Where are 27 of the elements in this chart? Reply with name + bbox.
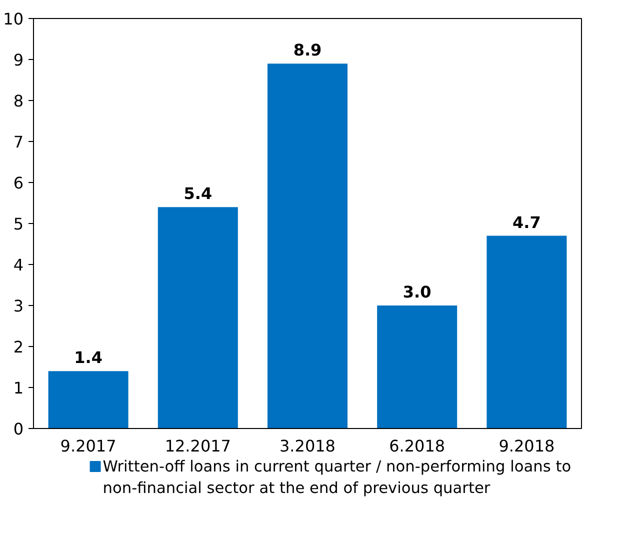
bar — [158, 207, 238, 428]
text: 5.4 — [184, 184, 212, 204]
bar — [486, 236, 567, 428]
y-tick-label: 10 — [3, 10, 24, 28]
text: 1.4 — [74, 348, 102, 368]
text: 8.9 — [293, 40, 322, 60]
bar — [267, 64, 348, 428]
y-tick-label: 5 — [13, 214, 24, 234]
bar — [48, 371, 128, 428]
y-tick-label: 9 — [13, 50, 24, 70]
x-tick-label: 6.2018 — [389, 436, 446, 456]
y-tick-label: 3 — [13, 296, 24, 316]
x-tick-label: 9.2017 — [60, 436, 116, 456]
y-tick-label: 6 — [13, 174, 24, 192]
x-tick-label: 3.2018 — [280, 436, 336, 456]
y-tick-label: 2 — [13, 338, 24, 356]
y-tick-label: 8 — [13, 92, 24, 110]
x-tick-label: 12.2017 — [164, 436, 231, 456]
y-tick-label: 0 — [13, 420, 24, 438]
x-tick-label: 9.2018 — [498, 436, 555, 456]
y-tick-label: 4 — [13, 256, 24, 274]
legend-label: Written-off loans in current quarter / non-performing loans to non-financial sector at the end of previous quarter — [102, 458, 572, 498]
bar — [377, 306, 458, 428]
y-tick-label: 1 — [13, 378, 24, 398]
y-tick-label: 7 — [13, 132, 24, 152]
text: 3.0 — [402, 282, 432, 302]
text: 4.7 — [512, 212, 541, 232]
